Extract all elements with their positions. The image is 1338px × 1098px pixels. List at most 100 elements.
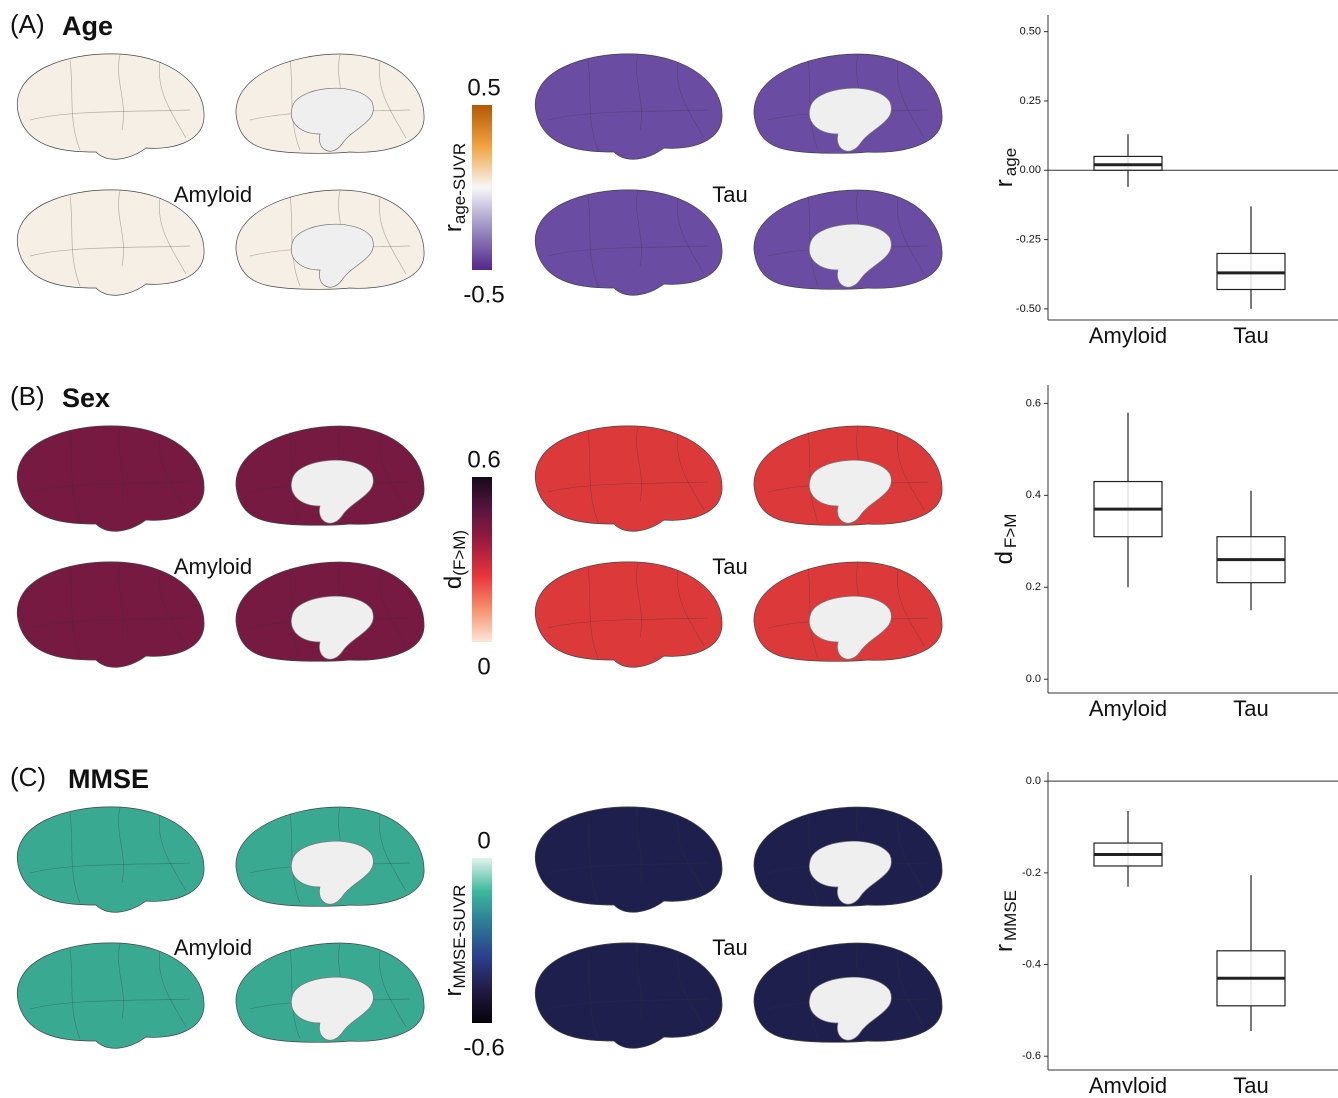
region-border: [378, 61, 407, 139]
region-border: [807, 59, 819, 151]
x-tick-label: Amyloid: [1089, 1073, 1167, 1093]
region-border: [676, 814, 705, 892]
y-tick-label: 0.00: [1020, 164, 1041, 176]
brain-medial: [235, 806, 425, 907]
medial-wall: [290, 840, 374, 905]
colorbar-label: rMMSE-SUVR: [440, 885, 469, 997]
colorbar-tick-label: 0: [477, 827, 490, 854]
y-axis-label-main: r: [991, 944, 1018, 952]
brain-outline: [534, 189, 723, 296]
y-tick-label: -0.4: [1022, 958, 1041, 970]
colorbar-label: rage-SUVR: [440, 143, 469, 232]
y-tick-label: 0.2: [1026, 581, 1041, 593]
panel-label: (A): [10, 9, 45, 39]
region-border: [636, 54, 642, 131]
region-border: [69, 948, 81, 1040]
region-border: [676, 61, 705, 139]
region-border: [587, 948, 599, 1040]
region-border: [158, 433, 187, 511]
region-border: [29, 998, 191, 1010]
colorbar-label-main: d: [440, 576, 467, 589]
y-tick-label: 0.0: [1026, 673, 1041, 685]
medial-wall: [290, 595, 374, 660]
map-label: Tau: [712, 554, 747, 579]
brain-medial: [235, 53, 425, 154]
region-border: [289, 431, 301, 523]
brain-outline: [534, 942, 723, 1049]
y-tick-label: 0.6: [1026, 397, 1041, 409]
y-axis-label-sub: F>M: [1001, 514, 1020, 548]
brain-medial: [753, 53, 943, 154]
region-border: [807, 567, 819, 659]
colorbar-tick-label: -0.6: [463, 1034, 504, 1061]
region-border: [636, 190, 642, 267]
brain-lateral: [534, 806, 723, 913]
region-border: [29, 617, 191, 629]
region-border: [158, 569, 187, 647]
medial-wall: [808, 976, 892, 1041]
region-border: [69, 567, 81, 659]
brain-outline: [16, 806, 205, 913]
region-border: [29, 862, 191, 874]
x-tick-label: Amyloid: [1089, 696, 1167, 721]
region-border: [547, 862, 709, 874]
region-border: [69, 431, 81, 523]
region-border: [676, 950, 705, 1028]
brain-lateral: [534, 942, 723, 1049]
brain-lateral: [534, 53, 723, 160]
panel-label: (C): [10, 762, 46, 792]
colorbar-label: d(F>M): [440, 530, 469, 589]
region-border: [118, 426, 124, 503]
y-axis-label: r MMSE: [991, 890, 1020, 952]
region-border: [807, 812, 819, 904]
region-border: [289, 567, 301, 659]
medial-wall: [808, 595, 892, 660]
region-border: [676, 197, 705, 275]
region-border: [158, 814, 187, 892]
region-border: [587, 812, 599, 904]
y-axis-label-sub: age: [1001, 148, 1020, 176]
region-border: [807, 195, 819, 287]
region-border: [118, 190, 124, 267]
region-border: [378, 569, 407, 647]
brain-lateral: [534, 189, 723, 296]
colorbar-label-sub: age-SUVR: [450, 143, 469, 224]
region-border: [158, 950, 187, 1028]
region-border: [378, 950, 407, 1028]
panel-label: (B): [10, 381, 45, 411]
medial-wall: [290, 459, 374, 524]
medial-wall: [808, 87, 892, 152]
colorbar: [472, 477, 492, 642]
region-border: [158, 61, 187, 139]
y-tick-label: -0.25: [1016, 233, 1041, 245]
region-border: [547, 245, 709, 257]
y-axis-label: r age: [991, 148, 1020, 187]
y-tick-label: 0.25: [1020, 95, 1041, 107]
region-border: [378, 814, 407, 892]
colorbar-tick-label: 0.5: [467, 74, 500, 101]
region-border: [896, 61, 925, 139]
brain-outline: [534, 806, 723, 913]
region-border: [587, 431, 599, 523]
colorbar-tick-label: 0: [477, 653, 490, 680]
medial-wall: [290, 87, 374, 152]
region-border: [636, 943, 642, 1020]
region-border: [69, 812, 81, 904]
region-border: [29, 109, 191, 121]
colorbar-label-sub: MMSE-SUVR: [450, 885, 469, 989]
medial-wall: [290, 976, 374, 1041]
y-tick-label: 0.4: [1026, 489, 1041, 501]
y-tick-label: -0.6: [1022, 1050, 1041, 1062]
brain-lateral: [534, 561, 723, 668]
brain-medial: [235, 425, 425, 526]
brain-lateral: [16, 561, 205, 668]
region-border: [29, 481, 191, 493]
brain-outline: [16, 942, 205, 1049]
region-border: [636, 807, 642, 884]
map-label: Amyloid: [174, 554, 252, 579]
panel-title: MMSE: [68, 764, 149, 794]
region-border: [118, 54, 124, 131]
medial-wall: [808, 840, 892, 905]
region-border: [69, 59, 81, 151]
